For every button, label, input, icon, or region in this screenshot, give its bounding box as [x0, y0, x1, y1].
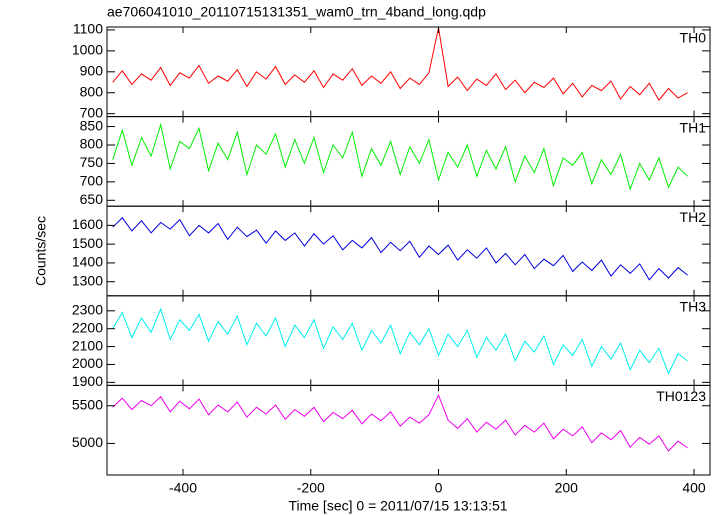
y-tick-label: 5000 [72, 434, 103, 450]
x-axis-label: Time [sec] 0 = 2011/07/15 13:13:51 [288, 498, 507, 514]
series-line [112, 393, 688, 452]
series-line [112, 27, 688, 101]
y-tick-label: 850 [80, 117, 104, 133]
x-tick-label: 0 [435, 480, 443, 496]
y-tick-label: 2200 [72, 319, 103, 335]
y-tick-label: 750 [80, 154, 104, 170]
panel-frame [106, 116, 711, 207]
panel-frame [106, 295, 711, 386]
y-tick-label: 2300 [72, 302, 103, 318]
y-tick-label: 800 [80, 83, 104, 99]
x-tick-label: -400 [169, 480, 197, 496]
series-line [112, 217, 688, 281]
y-tick-label: 800 [80, 136, 104, 152]
panel-frame [106, 205, 711, 297]
panel-frame [106, 384, 711, 476]
series-label: TH0123 [656, 388, 706, 404]
series-label: TH0 [680, 30, 707, 46]
chart-title: ae706041010_20110715131351_wam0_trn_4ban… [107, 4, 486, 20]
series-label: TH1 [680, 119, 707, 135]
y-tick-label: 5500 [72, 396, 103, 412]
series-label: TH3 [680, 299, 707, 315]
y-tick-label: 2100 [72, 337, 103, 353]
panel-frame [106, 26, 711, 118]
series-line [112, 122, 688, 191]
y-tick-label: 900 [80, 63, 104, 79]
series-label: TH2 [680, 209, 707, 225]
y-tick-label: 1900 [72, 373, 103, 389]
y-tick-label: 1300 [72, 272, 103, 288]
x-tick-label: 400 [682, 480, 706, 496]
y-tick-label: 1400 [72, 254, 103, 270]
y-tick-label: 700 [80, 104, 104, 120]
y-tick-label: 650 [80, 191, 104, 207]
y-tick-label: 1100 [73, 21, 103, 37]
y-tick-label: 1500 [72, 235, 103, 251]
y-tick-label: 700 [80, 173, 104, 189]
series-line [112, 307, 688, 375]
y-tick-label: 2000 [72, 355, 103, 371]
y-tick-label: 1000 [72, 42, 103, 58]
x-tick-label: -200 [297, 480, 325, 496]
y-axis-label: Counts/sec [33, 216, 49, 286]
y-tick-label: 1600 [72, 216, 103, 232]
x-tick-label: 200 [555, 480, 579, 496]
